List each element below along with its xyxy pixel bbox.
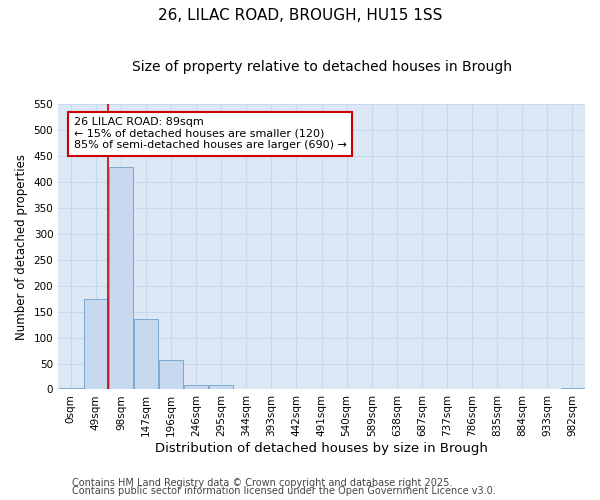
Bar [84,298,108,390]
Bar [184,386,208,390]
Y-axis label: Number of detached properties: Number of detached properties [15,154,28,340]
Text: 26, LILAC ROAD, BROUGH, HU15 1SS: 26, LILAC ROAD, BROUGH, HU15 1SS [158,8,442,22]
X-axis label: Distribution of detached houses by size in Brough: Distribution of detached houses by size … [155,442,488,455]
Text: 26 LILAC ROAD: 89sqm
← 15% of detached houses are smaller (120)
85% of semi-deta: 26 LILAC ROAD: 89sqm ← 15% of detached h… [74,117,347,150]
Bar [59,388,83,390]
Bar [134,320,158,390]
Bar [109,166,133,390]
Text: Contains public sector information licensed under the Open Government Licence v3: Contains public sector information licen… [72,486,496,496]
Bar [209,386,233,390]
Bar [560,388,584,390]
Bar [159,360,183,390]
Title: Size of property relative to detached houses in Brough: Size of property relative to detached ho… [131,60,512,74]
Text: Contains HM Land Registry data © Crown copyright and database right 2025.: Contains HM Land Registry data © Crown c… [72,478,452,488]
